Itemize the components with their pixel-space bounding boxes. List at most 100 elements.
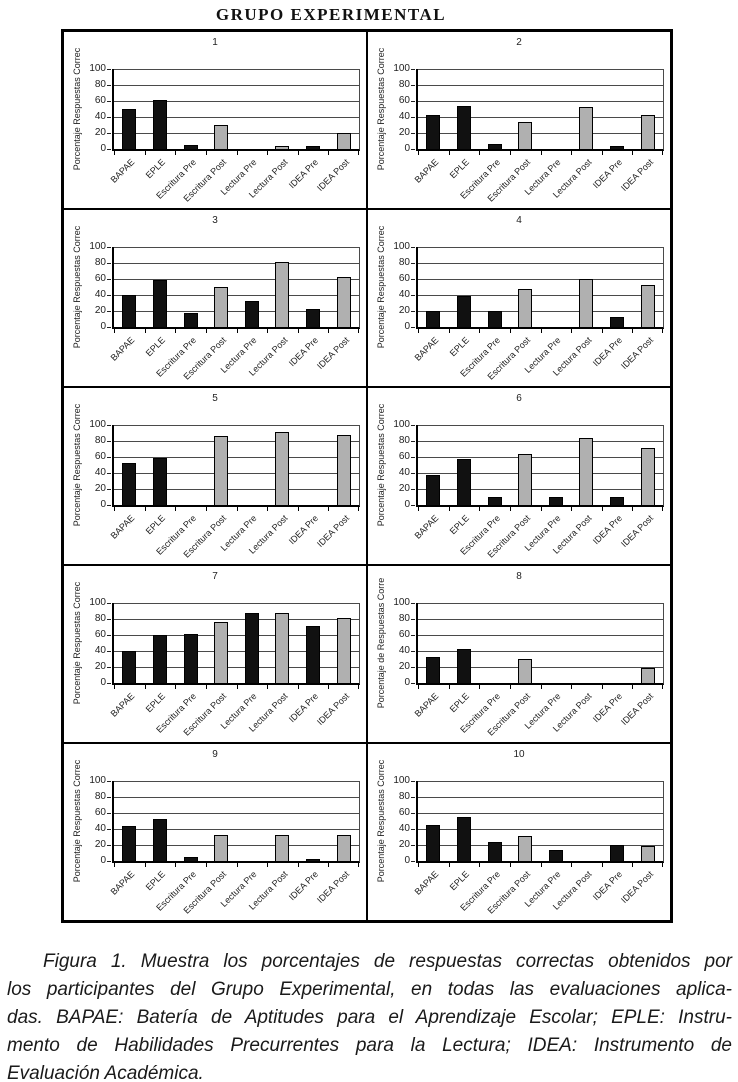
x-tick-mark: [509, 149, 511, 155]
bar-bapae: [426, 114, 441, 149]
bar-lectura-pre: [244, 612, 259, 683]
panel-title: 5: [212, 393, 218, 404]
y-tick-mark: [107, 327, 111, 328]
x-tick-mark: [358, 327, 359, 333]
y-tick-mark: [411, 619, 415, 620]
y-tick-label: 0: [404, 321, 410, 332]
y-tick-mark: [107, 279, 111, 280]
bar-escritura-post: [518, 453, 533, 505]
bar-eple: [456, 648, 471, 683]
chart-panel: 9 Porcentaje Respuestas Correc 0 20 40 60 80 10…: [63, 743, 367, 921]
plot-area: [416, 781, 664, 867]
y-tick-label: 100: [89, 419, 106, 430]
x-tick-mark: [540, 861, 542, 867]
gridline: [114, 489, 359, 490]
x-tick-mark: [571, 327, 573, 333]
x-tick-mark: [205, 327, 207, 333]
x-tick-mark: [540, 149, 542, 155]
x-tick-mark: [267, 327, 269, 333]
bar-lectura-post: [579, 437, 594, 505]
y-tick-label: 20: [94, 661, 106, 672]
y-tick-label: 100: [393, 419, 410, 430]
y-tick-mark: [411, 797, 415, 798]
bar-idea-pre: [306, 308, 321, 327]
x-tick-mark: [540, 505, 542, 511]
x-tick-mark: [205, 505, 207, 511]
x-tick-mark: [662, 505, 663, 511]
bar-bapae: [122, 651, 137, 683]
bar-idea-pre: [610, 497, 625, 505]
bar-lectura-post: [275, 145, 290, 149]
x-category-label: BAPAE: [412, 335, 441, 363]
panel-title: 7: [212, 571, 218, 582]
chart-panel: 6 Porcentaje Respuestas Correc 0 20 40 60 80 10…: [367, 387, 671, 565]
y-tick-mark: [107, 505, 111, 506]
y-tick-mark: [411, 651, 415, 652]
x-tick-mark: [601, 683, 603, 689]
x-category-label: EPLE: [143, 513, 168, 537]
y-tick-label: 60: [94, 807, 106, 818]
bar-escritura-pre: [487, 497, 502, 505]
x-tick-mark: [662, 149, 663, 155]
x-tick-mark: [479, 505, 481, 511]
panel-title: 9: [212, 749, 218, 760]
bar-escritura-post: [518, 659, 533, 683]
bar-idea-post: [640, 285, 655, 327]
gridline: [114, 441, 359, 442]
gridline: [418, 667, 663, 668]
gridline: [114, 603, 359, 604]
y-tick-mark: [107, 813, 111, 814]
y-tick-label: 100: [393, 63, 410, 74]
x-tick-mark: [632, 861, 634, 867]
x-tick-mark: [358, 149, 359, 155]
x-category-label: IDEA Post: [618, 157, 655, 194]
y-tick-label: 40: [398, 289, 410, 300]
y-tick-label: 20: [398, 483, 410, 494]
y-tick-label: 40: [94, 289, 106, 300]
x-category-label: IDEA Post: [314, 513, 351, 550]
x-tick-mark: [448, 861, 450, 867]
x-tick-mark: [448, 327, 450, 333]
y-tick-label: 80: [398, 257, 410, 268]
bar-idea-pre: [610, 145, 625, 149]
bar-escritura-post: [214, 436, 229, 505]
gridline: [114, 781, 359, 782]
y-tick-mark: [411, 149, 415, 150]
bar-eple: [152, 100, 167, 149]
y-tick-mark: [411, 279, 415, 280]
y-tick-label: 80: [94, 791, 106, 802]
gridline: [114, 635, 359, 636]
y-tick-mark: [411, 505, 415, 506]
y-tick-label: 0: [404, 143, 410, 154]
bar-lectura-post: [579, 279, 594, 327]
x-category-label: EPLE: [143, 335, 168, 359]
x-tick-mark: [418, 149, 419, 155]
x-tick-mark: [571, 861, 573, 867]
chart-panel: 4 Porcentaje Respuestas Correc 0 20 40 60 80 10…: [367, 209, 671, 387]
x-tick-mark: [297, 327, 299, 333]
bar-lectura-pre: [244, 301, 259, 327]
bar-bapae: [426, 475, 441, 505]
panel-title: 3: [212, 215, 218, 226]
x-category-label: EPLE: [447, 869, 472, 893]
gridline: [114, 619, 359, 620]
x-tick-mark: [448, 683, 450, 689]
bar-escritura-pre: [487, 144, 502, 149]
x-tick-mark: [601, 505, 603, 511]
y-tick-mark: [411, 327, 415, 328]
bar-eple: [456, 458, 471, 505]
x-category-label: BAPAE: [412, 513, 441, 541]
bar-eple: [152, 279, 167, 327]
y-tick-mark: [107, 781, 111, 782]
bar-bapae: [122, 462, 137, 505]
x-tick-mark: [328, 327, 330, 333]
bar-escritura-post: [214, 622, 229, 683]
plot-area: [416, 69, 664, 155]
panel-title: 4: [516, 215, 522, 226]
x-tick-mark: [358, 861, 359, 867]
gridline: [114, 279, 359, 280]
gridline: [114, 829, 359, 830]
y-tick-mark: [411, 69, 415, 70]
gridline: [418, 603, 663, 604]
